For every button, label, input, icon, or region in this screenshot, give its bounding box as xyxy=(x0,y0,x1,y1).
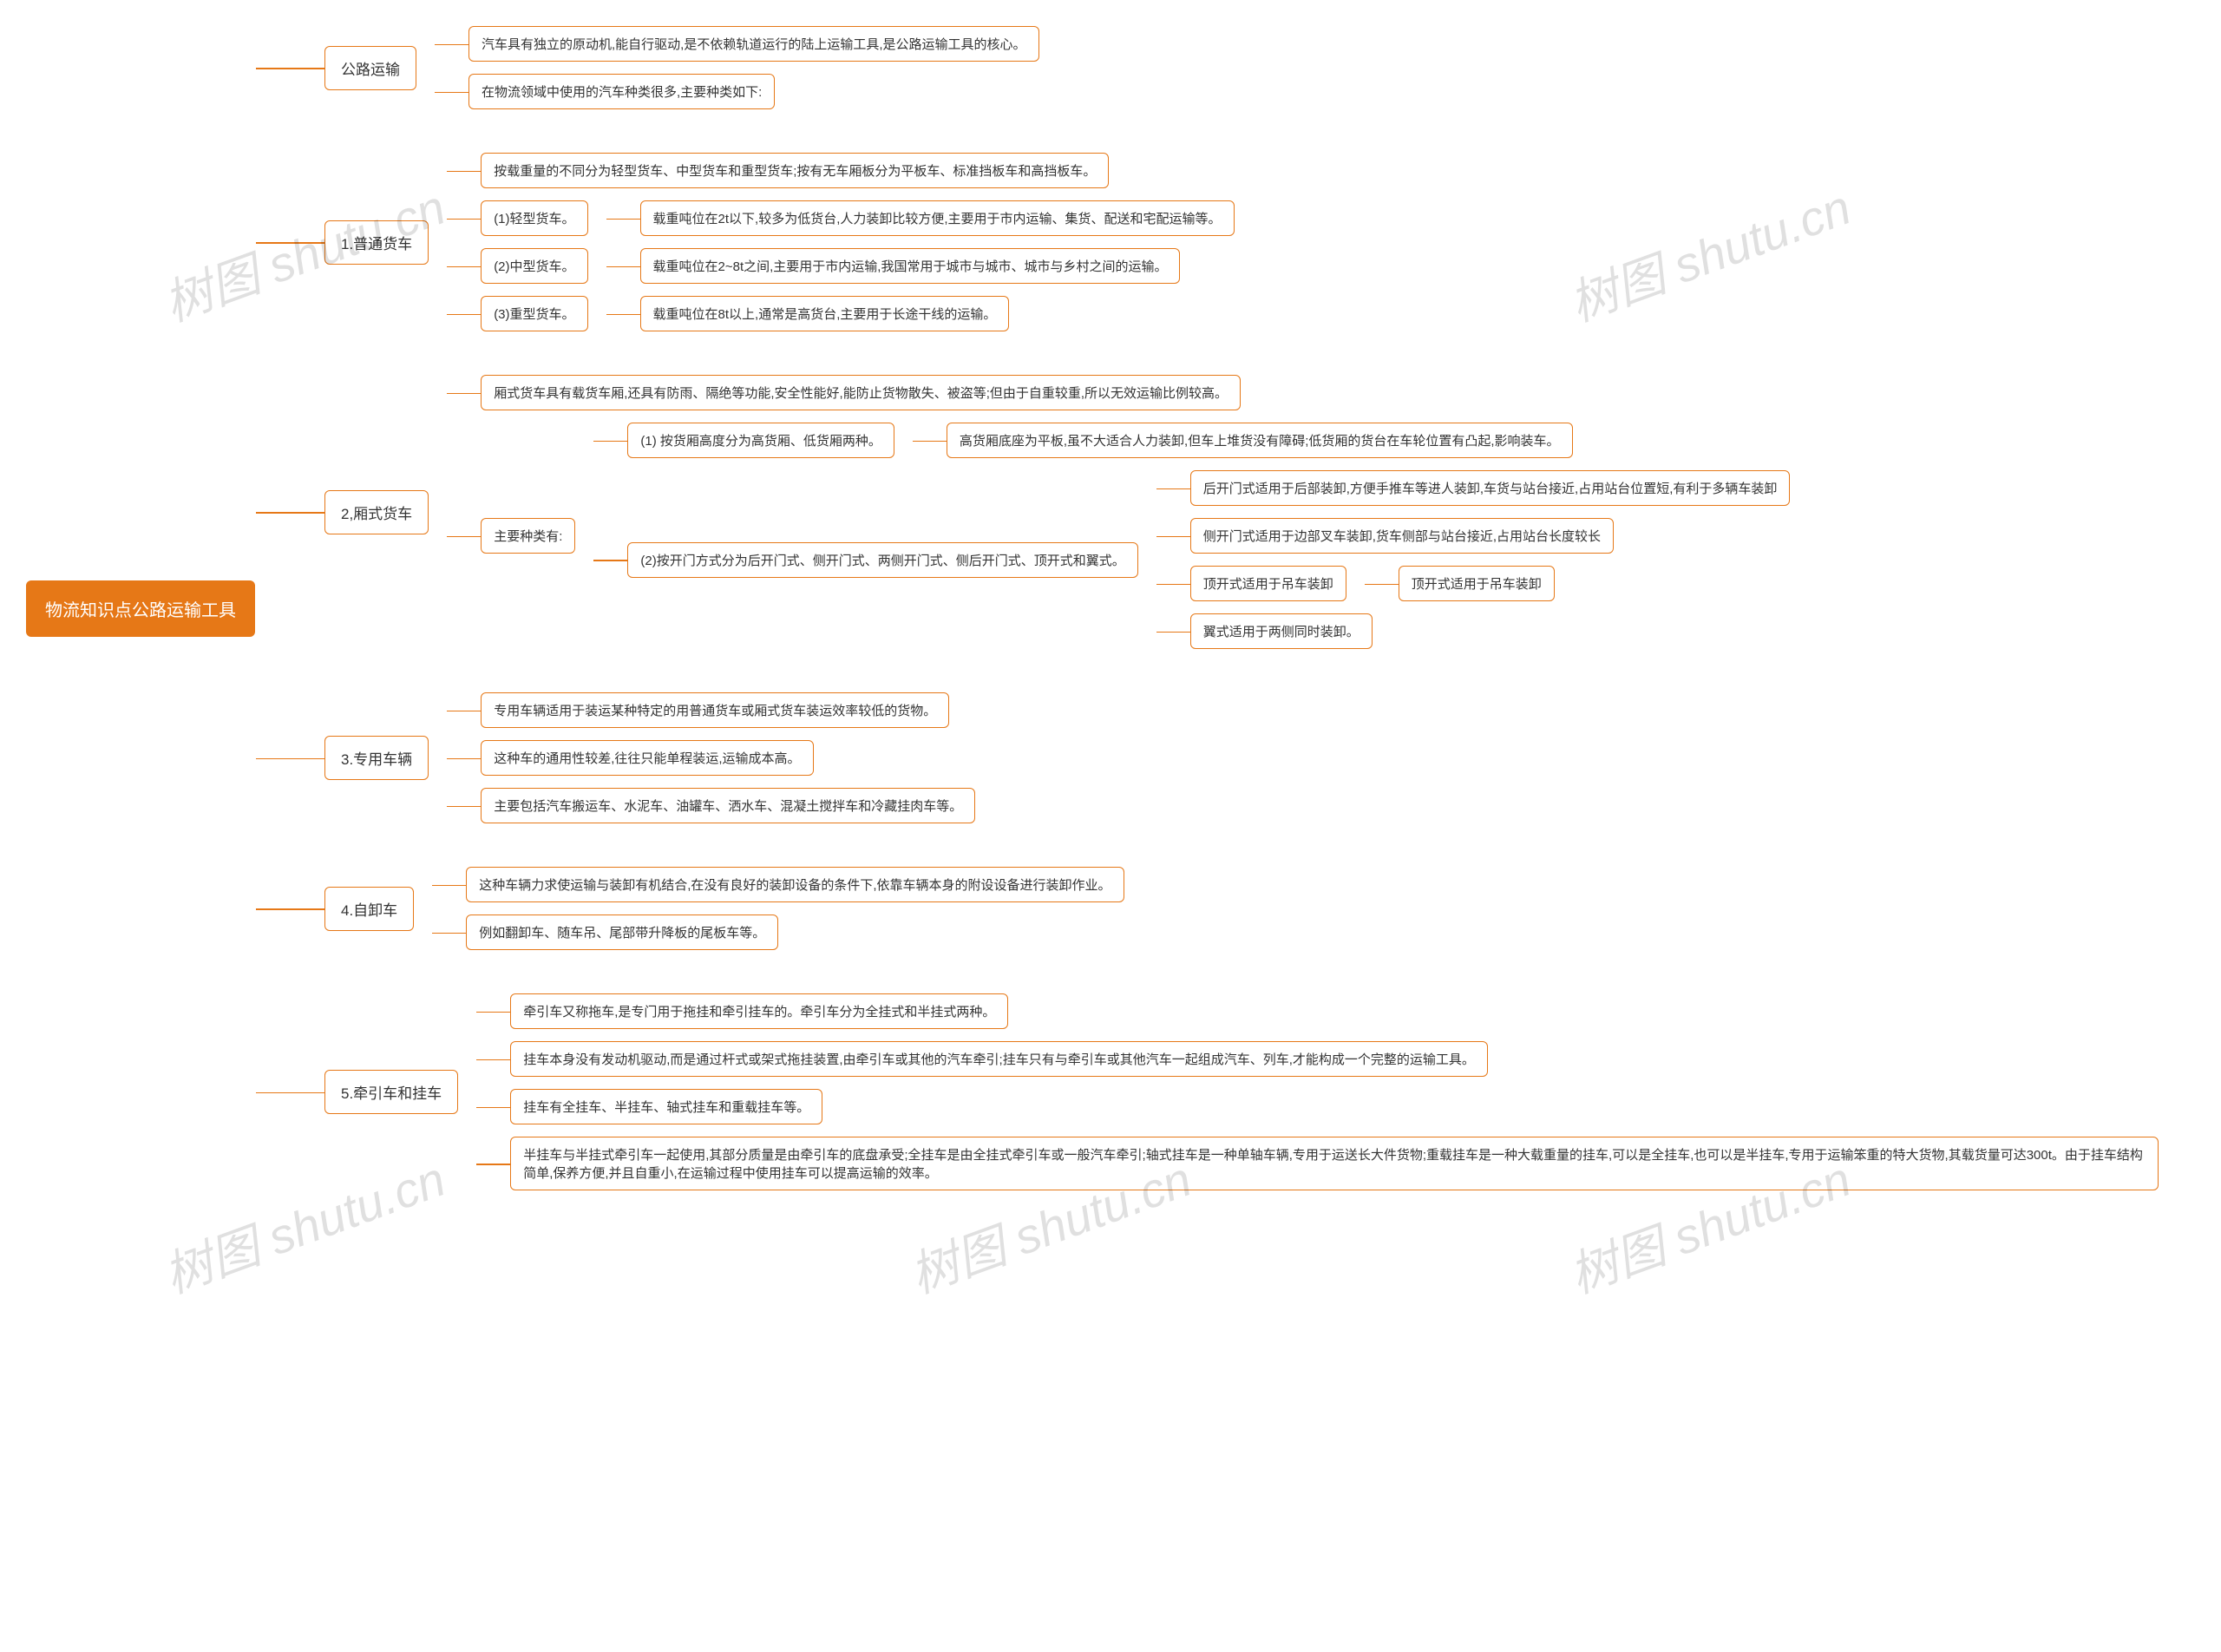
node-row: (2)按开门方式分为后开门式、侧开门式、两侧开门式、侧后开门式、顶开式和翼式。 … xyxy=(627,470,1790,649)
sub-node-by-door[interactable]: (2)按开门方式分为后开门式、侧开门式、两侧开门式、侧后开门式、顶开式和翼式。 xyxy=(627,542,1137,578)
branch-node-road-transport[interactable]: 公路运输 xyxy=(324,46,416,90)
leaf-row: 按载重量的不同分为轻型货车、中型货车和重型货车;按有无车厢板分为平板车、标准挡板… xyxy=(481,153,1234,188)
leaf-row: 例如翻卸车、随车吊、尾部带升降板的尾板车等。 xyxy=(466,914,1124,950)
children-container: 载重吨位在2~8t之间,主要用于市内运输,我国常用于城市与城市、城市与乡村之间的… xyxy=(640,248,1181,284)
root-node[interactable]: 物流知识点公路运输工具 xyxy=(26,580,255,637)
leaf-row: 挂车本身没有发动机驱动,而是通过杆式或架式拖挂装置,由牵引车或其他的汽车牵引;挂… xyxy=(510,1041,2159,1077)
leaf-node[interactable]: 翼式适用于两侧同时装卸。 xyxy=(1190,613,1373,649)
leaf-node[interactable]: 按载重量的不同分为轻型货车、中型货车和重型货车;按有无车厢板分为平板车、标准挡板… xyxy=(481,153,1109,188)
branch-row: 2,厢式货车 厢式货车具有载货车厢,还具有防雨、隔绝等功能,安全性能好,能防止货… xyxy=(324,375,2159,649)
leaf-node[interactable]: 例如翻卸车、随车吊、尾部带升降板的尾板车等。 xyxy=(466,914,778,950)
children-container: 高货厢底座为平板,虽不大适合人力装卸,但车上堆货没有障碍;低货厢的货台在车轮位置… xyxy=(947,423,1573,458)
leaf-node[interactable]: 这种车的通用性较差,往往只能单程装运,运输成本高。 xyxy=(481,740,813,776)
branch-node-special-vehicle[interactable]: 3.专用车辆 xyxy=(324,736,429,780)
leaf-row: 载重吨位在2~8t之间,主要用于市内运输,我国常用于城市与城市、城市与乡村之间的… xyxy=(640,248,1181,284)
sub-node-light-truck[interactable]: (1)轻型货车。 xyxy=(481,200,587,236)
leaf-node[interactable]: 挂车本身没有发动机驱动,而是通过杆式或架式拖挂装置,由牵引车或其他的汽车牵引;挂… xyxy=(510,1041,1488,1077)
branch-node-van-truck[interactable]: 2,厢式货车 xyxy=(324,490,429,534)
children-container: 厢式货车具有载货车厢,还具有防雨、隔绝等功能,安全性能好,能防止货物散失、被盗等… xyxy=(481,375,1790,649)
sub-node-top-open[interactable]: 顶开式适用于吊车装卸 xyxy=(1190,566,1346,601)
leaf-row: 牵引车又称拖车,是专门用于拖挂和牵引挂车的。牵引车分为全挂式和半挂式两种。 xyxy=(510,993,2159,1029)
children-container: 专用车辆适用于装运某种特定的用普通货车或厢式货车装运效率较低的货物。 这种车的通… xyxy=(481,692,975,823)
branch-node-general-truck[interactable]: 1.普通货车 xyxy=(324,220,429,265)
leaf-node[interactable]: 半挂车与半挂式牵引车一起使用,其部分质量是由牵引车的底盘承受;全挂车是由全挂式牵… xyxy=(510,1137,2159,1190)
children-container: 后开门式适用于后部装卸,方便手推车等进人装卸,车货与站台接近,占用站台位置短,有… xyxy=(1190,470,1791,649)
branch-node-dump-truck[interactable]: 4.自卸车 xyxy=(324,887,414,931)
leaf-row: 翼式适用于两侧同时装卸。 xyxy=(1190,613,1791,649)
leaf-node[interactable]: 挂车有全挂车、半挂车、轴式挂车和重载挂车等。 xyxy=(510,1089,822,1124)
node-row: (1)轻型货车。 载重吨位在2t以下,较多为低货台,人力装卸比较方便,主要用于市… xyxy=(481,200,1234,236)
children-container: 载重吨位在2t以下,较多为低货台,人力装卸比较方便,主要用于市内运输、集货、配送… xyxy=(640,200,1235,236)
children-container: 牵引车又称拖车,是专门用于拖挂和牵引挂车的。牵引车分为全挂式和半挂式两种。 挂车… xyxy=(510,993,2159,1190)
leaf-row: 载重吨位在2t以下,较多为低货台,人力装卸比较方便,主要用于市内运输、集货、配送… xyxy=(640,200,1235,236)
leaf-node[interactable]: 在物流领域中使用的汽车种类很多,主要种类如下: xyxy=(468,74,775,109)
leaf-node[interactable]: 载重吨位在8t以上,通常是高货台,主要用于长途干线的运输。 xyxy=(640,296,1010,331)
leaf-node[interactable]: 这种车辆力求使运输与装卸有机结合,在没有良好的装卸设备的条件下,依靠车辆本身的附… xyxy=(466,867,1124,902)
mindmap-root-container: 物流知识点公路运输工具 公路运输 汽车具有独立的原动机,能自行驱动,是不依赖轨道… xyxy=(26,26,2195,1190)
leaf-node[interactable]: 载重吨位在2~8t之间,主要用于市内运输,我国常用于城市与城市、城市与乡村之间的… xyxy=(640,248,1181,284)
level1-children: 公路运输 汽车具有独立的原动机,能自行驱动,是不依赖轨道运行的陆上运输工具,是公… xyxy=(324,26,2159,1190)
leaf-row: 侧开门式适用于边部叉车装卸,货车侧部与站台接近,占用站台长度较长 xyxy=(1190,518,1791,554)
branch-node-tractor-trailer[interactable]: 5.牵引车和挂车 xyxy=(324,1070,458,1114)
children-container: 按载重量的不同分为轻型货车、中型货车和重型货车;按有无车厢板分为平板车、标准挡板… xyxy=(481,153,1234,331)
sub-node-by-height[interactable]: (1) 按货厢高度分为高货厢、低货厢两种。 xyxy=(627,423,894,458)
leaf-row: 半挂车与半挂式牵引车一起使用,其部分质量是由牵引车的底盘承受;全挂车是由全挂式牵… xyxy=(510,1137,2159,1190)
leaf-node[interactable]: 高货厢底座为平板,虽不大适合人力装卸,但车上堆货没有障碍;低货厢的货台在车轮位置… xyxy=(947,423,1573,458)
leaf-row: 厢式货车具有载货车厢,还具有防雨、隔绝等功能,安全性能好,能防止货物散失、被盗等… xyxy=(481,375,1790,410)
branch-row: 1.普通货车 按载重量的不同分为轻型货车、中型货车和重型货车;按有无车厢板分为平… xyxy=(324,153,2159,331)
leaf-node[interactable]: 汽车具有独立的原动机,能自行驱动,是不依赖轨道运行的陆上运输工具,是公路运输工具… xyxy=(468,26,1039,62)
children-container: 这种车辆力求使运输与装卸有机结合,在没有良好的装卸设备的条件下,依靠车辆本身的附… xyxy=(466,867,1124,950)
node-row: (3)重型货车。 载重吨位在8t以上,通常是高货台,主要用于长途干线的运输。 xyxy=(481,296,1234,331)
leaf-row: 汽车具有独立的原动机,能自行驱动,是不依赖轨道运行的陆上运输工具,是公路运输工具… xyxy=(468,26,1039,62)
leaf-row: 后开门式适用于后部装卸,方便手推车等进人装卸,车货与站台接近,占用站台位置短,有… xyxy=(1190,470,1791,506)
leaf-node[interactable]: 厢式货车具有载货车厢,还具有防雨、隔绝等功能,安全性能好,能防止货物散失、被盗等… xyxy=(481,375,1241,410)
leaf-row: 这种车辆力求使运输与装卸有机结合,在没有良好的装卸设备的条件下,依靠车辆本身的附… xyxy=(466,867,1124,902)
branch-row: 5.牵引车和挂车 牵引车又称拖车,是专门用于拖挂和牵引挂车的。牵引车分为全挂式和… xyxy=(324,993,2159,1190)
children-container: 载重吨位在8t以上,通常是高货台,主要用于长途干线的运输。 xyxy=(640,296,1010,331)
leaf-node[interactable]: 侧开门式适用于边部叉车装卸,货车侧部与站台接近,占用站台长度较长 xyxy=(1190,518,1614,554)
leaf-row: 高货厢底座为平板,虽不大适合人力装卸,但车上堆货没有障碍;低货厢的货台在车轮位置… xyxy=(947,423,1573,458)
node-row: (2)中型货车。 载重吨位在2~8t之间,主要用于市内运输,我国常用于城市与城市… xyxy=(481,248,1234,284)
leaf-row: 载重吨位在8t以上,通常是高货台,主要用于长途干线的运输。 xyxy=(640,296,1010,331)
leaf-node[interactable]: 牵引车又称拖车,是专门用于拖挂和牵引挂车的。牵引车分为全挂式和半挂式两种。 xyxy=(510,993,1008,1029)
node-row: 主要种类有: (1) 按货厢高度分为高货厢、低货厢两种。 高货厢底座为平板,虽不… xyxy=(481,423,1790,649)
children-container: 顶开式适用于吊车装卸 xyxy=(1399,566,1555,601)
children-container: (1) 按货厢高度分为高货厢、低货厢两种。 高货厢底座为平板,虽不大适合人力装卸… xyxy=(627,423,1790,649)
leaf-node[interactable]: 载重吨位在2t以下,较多为低货台,人力装卸比较方便,主要用于市内运输、集货、配送… xyxy=(640,200,1235,236)
node-row: (1) 按货厢高度分为高货厢、低货厢两种。 高货厢底座为平板,虽不大适合人力装卸… xyxy=(627,423,1790,458)
leaf-row: 这种车的通用性较差,往往只能单程装运,运输成本高。 xyxy=(481,740,975,776)
leaf-node[interactable]: 主要包括汽车搬运车、水泥车、油罐车、洒水车、混凝土搅拌车和冷藏挂肉车等。 xyxy=(481,788,975,823)
sub-node-main-types[interactable]: 主要种类有: xyxy=(481,518,575,554)
branch-row: 4.自卸车 这种车辆力求使运输与装卸有机结合,在没有良好的装卸设备的条件下,依靠… xyxy=(324,867,2159,950)
node-row: 顶开式适用于吊车装卸 顶开式适用于吊车装卸 xyxy=(1190,566,1791,601)
children-container: 汽车具有独立的原动机,能自行驱动,是不依赖轨道运行的陆上运输工具,是公路运输工具… xyxy=(468,26,1039,109)
sub-node-heavy-truck[interactable]: (3)重型货车。 xyxy=(481,296,587,331)
leaf-row: 挂车有全挂车、半挂车、轴式挂车和重载挂车等。 xyxy=(510,1089,2159,1124)
leaf-row: 顶开式适用于吊车装卸 xyxy=(1399,566,1555,601)
sub-node-medium-truck[interactable]: (2)中型货车。 xyxy=(481,248,587,284)
leaf-node[interactable]: 后开门式适用于后部装卸,方便手推车等进人装卸,车货与站台接近,占用站台位置短,有… xyxy=(1190,470,1791,506)
leaf-row: 在物流领域中使用的汽车种类很多,主要种类如下: xyxy=(468,74,1039,109)
leaf-node[interactable]: 专用车辆适用于装运某种特定的用普通货车或厢式货车装运效率较低的货物。 xyxy=(481,692,949,728)
branch-row: 公路运输 汽车具有独立的原动机,能自行驱动,是不依赖轨道运行的陆上运输工具,是公… xyxy=(324,26,2159,109)
leaf-node[interactable]: 顶开式适用于吊车装卸 xyxy=(1399,566,1555,601)
leaf-row: 专用车辆适用于装运某种特定的用普通货车或厢式货车装运效率较低的货物。 xyxy=(481,692,975,728)
leaf-row: 主要包括汽车搬运车、水泥车、油罐车、洒水车、混凝土搅拌车和冷藏挂肉车等。 xyxy=(481,788,975,823)
branch-row: 3.专用车辆 专用车辆适用于装运某种特定的用普通货车或厢式货车装运效率较低的货物… xyxy=(324,692,2159,823)
